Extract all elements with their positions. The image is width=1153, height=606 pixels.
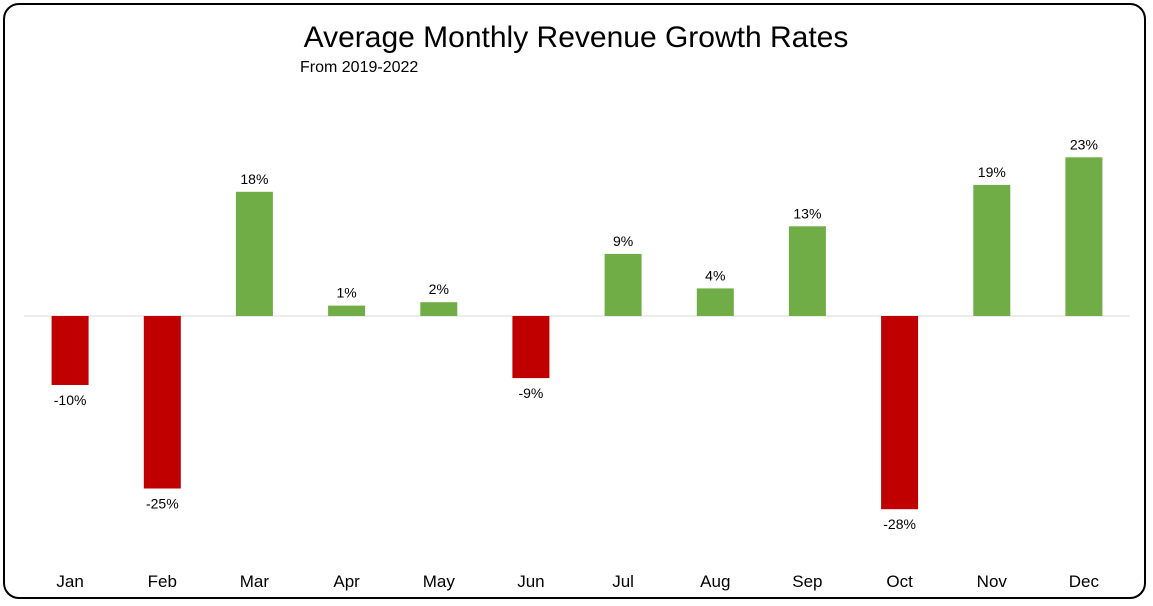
category-label-group: Jan Feb Mar Apr May Jun Jul Aug Sep Oct Nov Dec — [56, 572, 1099, 591]
chart-frame — [3, 3, 1146, 599]
value-label-feb: -25% — [146, 496, 179, 512]
value-label-aug: 4% — [705, 267, 725, 283]
bar-sep — [788, 226, 826, 316]
category-label-nov: Nov — [977, 572, 1008, 591]
category-label-jan: Jan — [56, 572, 83, 591]
chart-title: Average Monthly Revenue Growth Rates — [303, 21, 849, 54]
value-label-oct: -28% — [883, 516, 916, 532]
bar-apr — [328, 305, 366, 316]
bar-jun — [512, 316, 550, 379]
category-label-dec: Dec — [1069, 572, 1100, 591]
category-label-jul: Jul — [612, 572, 634, 591]
value-label-jan: -10% — [54, 392, 87, 408]
bar-feb — [143, 316, 181, 489]
bar-jan — [51, 316, 89, 385]
value-label-sep: 13% — [793, 205, 821, 221]
category-label-may: May — [423, 572, 456, 591]
bar-oct — [881, 316, 919, 510]
value-label-may: 2% — [429, 281, 449, 297]
value-label-jun: -9% — [518, 385, 543, 401]
value-label-dec: 23% — [1070, 136, 1098, 152]
value-label-apr: 1% — [336, 285, 356, 301]
value-label-jul: 9% — [613, 233, 633, 249]
category-label-feb: Feb — [148, 572, 177, 591]
value-label-group: -10% -25% 18% 1% 2% -9% 9% 4% 13% -28% 19% 23% — [54, 136, 1098, 532]
category-label-mar: Mar — [240, 572, 270, 591]
value-label-mar: 18% — [240, 171, 268, 187]
category-label-oct: Oct — [886, 572, 913, 591]
category-label-aug: Aug — [700, 572, 730, 591]
bar-mar — [235, 191, 273, 316]
category-label-sep: Sep — [792, 572, 822, 591]
bar-aug — [696, 288, 734, 316]
category-label-jun: Jun — [517, 572, 544, 591]
bar-nov — [973, 184, 1011, 316]
bar-dec — [1065, 157, 1103, 316]
bar-group — [51, 157, 1103, 510]
category-label-apr: Apr — [333, 572, 360, 591]
value-label-nov: 19% — [978, 164, 1006, 180]
bar-jul — [604, 253, 642, 316]
bar-may — [420, 302, 458, 316]
chart-subtitle: From 2019-2022 — [300, 59, 419, 76]
